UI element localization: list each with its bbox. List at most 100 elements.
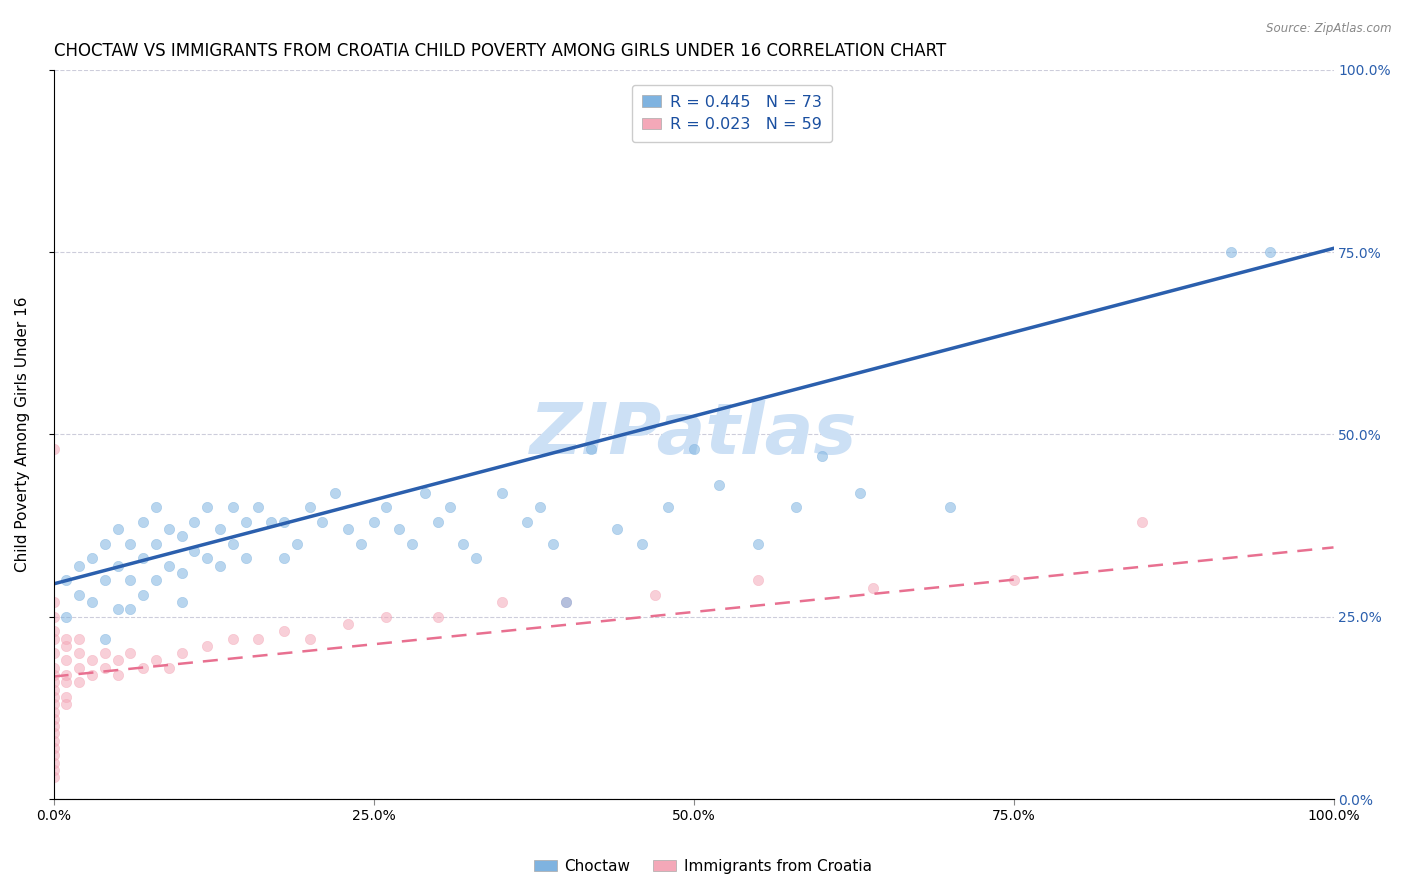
Point [107, 668, 129, 682]
Point [67, 632, 90, 646]
Point [413, 485, 436, 500]
Point [55, 609, 77, 624]
Point [183, 544, 205, 558]
Point [132, 515, 155, 529]
Point [810, 449, 832, 463]
Point [298, 500, 321, 515]
Point [55, 573, 77, 587]
Point [285, 537, 308, 551]
Point [273, 551, 295, 566]
Point [42, 763, 65, 777]
Point [247, 500, 270, 515]
Point [606, 522, 628, 536]
Point [80, 668, 103, 682]
Point [222, 632, 245, 646]
Point [631, 537, 654, 551]
Point [42, 733, 65, 747]
Point [94, 661, 117, 675]
Point [208, 558, 231, 573]
Point [145, 500, 167, 515]
Point [120, 602, 142, 616]
Point [451, 537, 474, 551]
Point [222, 500, 245, 515]
Point [785, 500, 807, 515]
Point [42, 668, 65, 682]
Point [55, 668, 77, 682]
Point [1002, 573, 1025, 587]
Point [94, 646, 117, 660]
Point [55, 639, 77, 653]
Point [337, 617, 360, 632]
Point [42, 690, 65, 704]
Point [107, 558, 129, 573]
Point [107, 522, 129, 536]
Point [120, 537, 142, 551]
Point [157, 661, 180, 675]
Point [42, 624, 65, 639]
Point [145, 537, 167, 551]
Point [273, 515, 295, 529]
Point [183, 515, 205, 529]
Point [516, 515, 538, 529]
Point [55, 698, 77, 712]
Point [42, 756, 65, 770]
Point [67, 675, 90, 690]
Point [42, 726, 65, 740]
Point [80, 653, 103, 667]
Point [260, 515, 283, 529]
Point [170, 566, 193, 580]
Point [388, 522, 411, 536]
Point [42, 661, 65, 675]
Point [107, 653, 129, 667]
Point [120, 573, 142, 587]
Point [195, 551, 218, 566]
Point [541, 537, 564, 551]
Point [707, 478, 730, 492]
Point [375, 500, 398, 515]
Point [42, 442, 65, 456]
Point [938, 500, 960, 515]
Point [55, 653, 77, 667]
Point [491, 595, 513, 609]
Text: Source: ZipAtlas.com: Source: ZipAtlas.com [1267, 22, 1392, 36]
Point [157, 558, 180, 573]
Point [67, 646, 90, 660]
Point [426, 515, 449, 529]
Point [55, 632, 77, 646]
Point [363, 515, 385, 529]
Point [350, 537, 373, 551]
Text: ZIPatlas: ZIPatlas [530, 400, 858, 469]
Point [323, 485, 346, 500]
Point [55, 690, 77, 704]
Point [170, 595, 193, 609]
Text: CHOCTAW VS IMMIGRANTS FROM CROATIA CHILD POVERTY AMONG GIRLS UNDER 16 CORRELATIO: CHOCTAW VS IMMIGRANTS FROM CROATIA CHILD… [53, 42, 946, 60]
Point [80, 595, 103, 609]
Point [157, 522, 180, 536]
Point [222, 537, 245, 551]
Point [42, 698, 65, 712]
Point [657, 500, 679, 515]
Point [401, 537, 423, 551]
Point [132, 551, 155, 566]
Point [42, 741, 65, 756]
Point [849, 485, 872, 500]
Point [529, 500, 551, 515]
Point [42, 712, 65, 726]
Point [298, 632, 321, 646]
Point [426, 609, 449, 624]
Point [235, 551, 257, 566]
Point [42, 705, 65, 719]
Point [747, 573, 769, 587]
Point [644, 588, 666, 602]
Point [145, 653, 167, 667]
Point [235, 515, 257, 529]
Point [170, 646, 193, 660]
Point [195, 500, 218, 515]
Point [42, 770, 65, 784]
Point [94, 632, 117, 646]
Point [42, 748, 65, 763]
Point [439, 500, 461, 515]
Point [67, 558, 90, 573]
Point [247, 632, 270, 646]
Point [42, 632, 65, 646]
